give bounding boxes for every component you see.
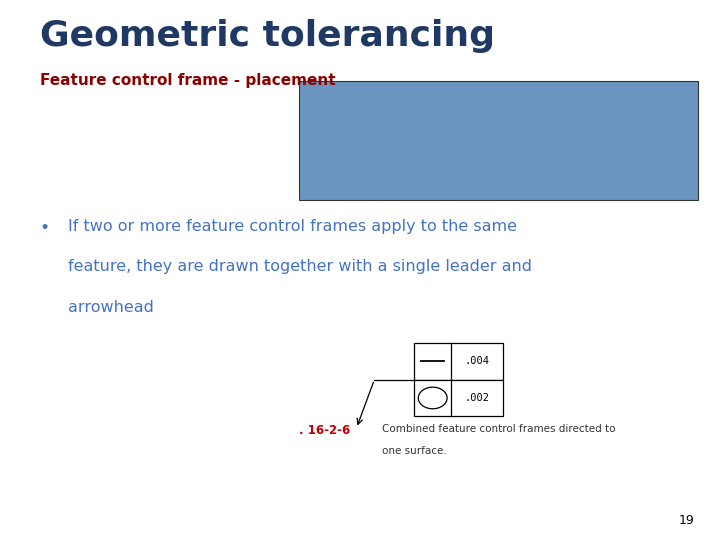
Text: Combined feature control frames directed to: Combined feature control frames directed… <box>382 424 615 434</box>
Text: 19: 19 <box>679 514 695 526</box>
Text: If two or more feature control frames apply to the same: If two or more feature control frames ap… <box>68 219 518 234</box>
Text: .004: .004 <box>465 356 490 366</box>
Text: one surface.: one surface. <box>382 446 446 456</box>
Text: •: • <box>40 219 50 237</box>
Circle shape <box>418 387 447 409</box>
Text: . 16-2-6: . 16-2-6 <box>299 424 350 437</box>
Text: feature, they are drawn together with a single leader and: feature, they are drawn together with a … <box>68 259 532 274</box>
Bar <box>414 343 503 380</box>
Text: Feature control frame - placement: Feature control frame - placement <box>40 73 336 88</box>
Text: arrowhead: arrowhead <box>68 300 154 315</box>
Bar <box>414 380 503 416</box>
Bar <box>299 81 698 200</box>
Text: .002: .002 <box>465 393 490 403</box>
Text: Geometric tolerancing: Geometric tolerancing <box>40 19 495 53</box>
